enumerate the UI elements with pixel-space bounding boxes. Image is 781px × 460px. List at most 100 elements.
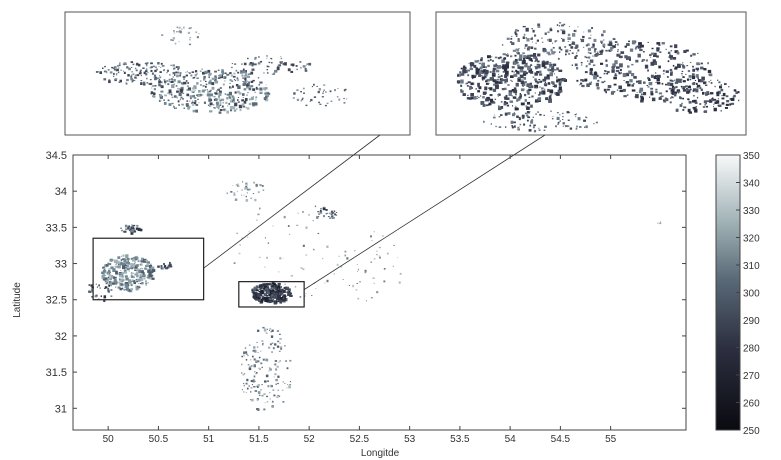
- land-pixel: [123, 258, 127, 262]
- land-pixel: [561, 38, 563, 39]
- land-pixel: [271, 289, 275, 292]
- land-pixel: [259, 87, 263, 91]
- land-pixel: [109, 71, 113, 74]
- land-pixel: [522, 73, 527, 76]
- land-pixel: [154, 74, 157, 77]
- land-pixel: [333, 273, 335, 275]
- land-pixel: [277, 300, 279, 302]
- land-pixel: [323, 206, 325, 208]
- land-pixel: [103, 70, 107, 73]
- land-pixel: [560, 29, 563, 31]
- land-pixel: [616, 89, 619, 91]
- land-pixel: [150, 66, 153, 68]
- land-pixel: [322, 92, 324, 94]
- land-pixel: [716, 100, 720, 104]
- land-pixel: [629, 79, 633, 83]
- land-pixel: [528, 46, 531, 48]
- land-pixel: [513, 112, 515, 114]
- land-pixel: [279, 300, 283, 304]
- land-pixel: [354, 250, 356, 252]
- land-pixel: [497, 95, 499, 97]
- x-tick-label: 54.5: [551, 434, 571, 445]
- land-pixel: [576, 79, 579, 82]
- land-pixel: [678, 78, 682, 83]
- land-pixel: [121, 255, 123, 257]
- land-pixel: [249, 399, 252, 401]
- land-pixel: [656, 42, 661, 45]
- land-pixel: [134, 74, 137, 76]
- land-pixel: [543, 129, 546, 131]
- land-pixel: [232, 106, 236, 110]
- land-pixel: [548, 53, 551, 56]
- land-pixel: [118, 281, 121, 284]
- land-pixel: [292, 63, 295, 66]
- land-pixel: [196, 73, 198, 75]
- land-pixel: [601, 42, 603, 44]
- land-pixel: [477, 59, 480, 62]
- land-pixel: [498, 126, 502, 128]
- land-pixel: [668, 87, 672, 90]
- land-pixel: [226, 110, 229, 114]
- land-pixel: [236, 108, 238, 110]
- land-pixel: [383, 280, 386, 283]
- land-pixel: [153, 76, 156, 78]
- land-pixel: [500, 75, 503, 77]
- land-pixel: [475, 96, 477, 97]
- land-pixel: [282, 401, 285, 403]
- land-pixel: [510, 120, 514, 124]
- land-pixel: [529, 111, 531, 113]
- land-pixel: [268, 289, 271, 291]
- land-pixel: [671, 93, 674, 95]
- land-pixel: [267, 290, 270, 294]
- land-pixel: [257, 213, 260, 216]
- land-pixel: [700, 79, 704, 83]
- land-pixel: [177, 87, 180, 90]
- land-pixel: [128, 279, 132, 284]
- land-pixel: [504, 81, 507, 84]
- land-pixel: [189, 27, 192, 29]
- land-pixel: [721, 102, 725, 105]
- land-pixel: [217, 69, 220, 71]
- land-pixel: [530, 104, 533, 108]
- land-pixel: [586, 117, 588, 119]
- land-pixel: [125, 262, 129, 264]
- land-pixel: [656, 48, 660, 52]
- land-pixel: [504, 74, 508, 78]
- land-pixel: [181, 92, 183, 93]
- land-pixel: [642, 92, 647, 96]
- land-pixel: [186, 93, 190, 97]
- land-pixel: [497, 57, 501, 60]
- land-pixel: [661, 95, 664, 98]
- land-pixel: [279, 61, 282, 64]
- land-pixel: [314, 205, 317, 208]
- land-pixel: [300, 267, 303, 269]
- land-pixel: [705, 105, 708, 108]
- land-pixel: [704, 104, 706, 106]
- land-pixel: [273, 394, 276, 397]
- land-pixel: [226, 93, 230, 96]
- land-pixel: [581, 64, 583, 66]
- land-pixel: [238, 92, 242, 95]
- land-pixel: [685, 49, 689, 52]
- land-pixel: [218, 75, 220, 77]
- x-axis-label: Longitde: [361, 448, 400, 459]
- land-pixel: [136, 273, 139, 275]
- land-pixel: [670, 71, 673, 74]
- land-pixel: [242, 105, 246, 108]
- land-pixel: [566, 111, 570, 114]
- land-pixel: [619, 63, 623, 68]
- land-pixel: [539, 86, 541, 88]
- land-pixel: [495, 125, 497, 128]
- land-pixel: [249, 73, 251, 75]
- land-pixel: [503, 57, 507, 60]
- land-pixel: [256, 398, 259, 401]
- land-pixel: [137, 260, 140, 263]
- land-pixel: [255, 373, 257, 375]
- land-pixel: [518, 116, 521, 119]
- land-pixel: [241, 99, 244, 102]
- land-pixel: [530, 37, 533, 40]
- land-pixel: [147, 282, 149, 284]
- land-pixel: [513, 73, 518, 77]
- land-pixel: [592, 55, 594, 57]
- land-pixel: [667, 60, 670, 63]
